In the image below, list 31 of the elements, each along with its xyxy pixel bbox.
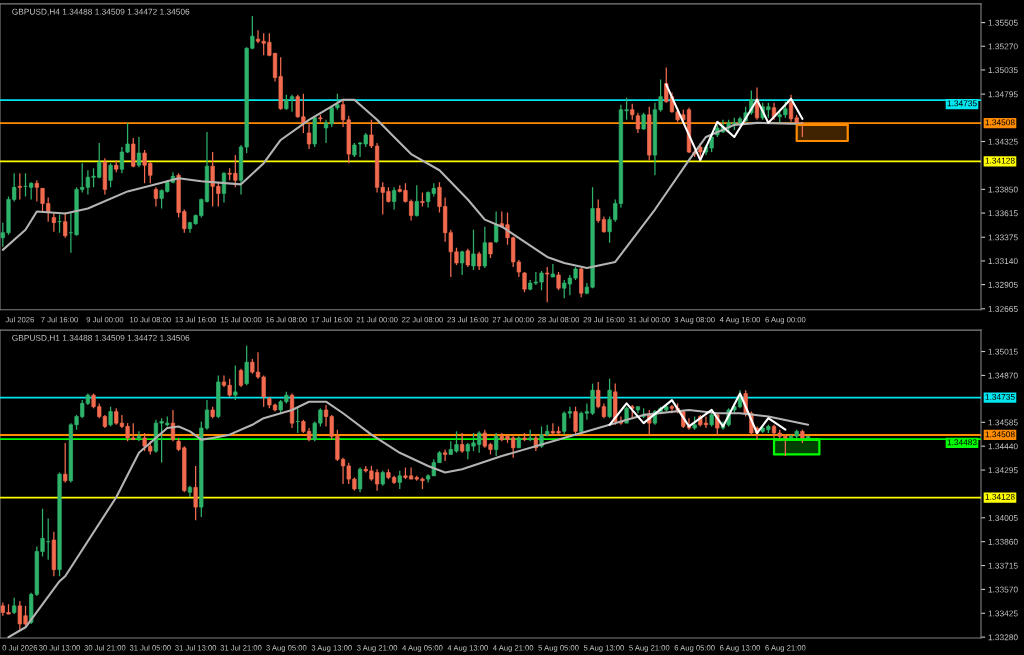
y-tick-label: 1.33615	[988, 210, 1018, 217]
y-tick-label: 1.34440	[988, 443, 1018, 450]
y-tick-label: 1.34585	[988, 419, 1018, 426]
y-tick-label: 1.35270	[988, 43, 1018, 50]
y-tick-label: 1.35015	[988, 348, 1018, 355]
y-tick-label: 1.33850	[988, 186, 1018, 193]
ref-line-label: 1.34735	[947, 100, 977, 107]
y-tick-label: 1.33860	[988, 538, 1018, 545]
ref-line-label: 1.34508	[985, 431, 1015, 438]
y-tick-label: 1.33375	[988, 234, 1018, 241]
ref-line-label: 1.34735	[985, 393, 1015, 400]
ref-line-label: 1.34508	[985, 119, 1015, 126]
y-tick-label: 1.33140	[988, 258, 1018, 265]
y-tick-label: 1.34325	[988, 138, 1018, 145]
ref-line-label: 1.34128	[985, 493, 1015, 500]
y-tick-label: 1.34295	[988, 467, 1018, 474]
y-tick-label: 1.34005	[988, 514, 1018, 521]
y-tick-label: 1.32905	[988, 281, 1018, 288]
y-tick-label: 1.33715	[988, 562, 1018, 569]
ref-line-label: 1.34483	[947, 439, 977, 446]
y-tick-label: 1.35505	[988, 19, 1018, 26]
y-tick-label: 1.33280	[988, 634, 1018, 641]
y-tick-label: 1.34795	[988, 91, 1018, 98]
y-tick-label: 1.33570	[988, 586, 1018, 593]
y-tick-label: 1.33425	[988, 610, 1018, 617]
ref-line-label: 1.34128	[985, 157, 1015, 164]
y-tick-label: 1.34870	[988, 372, 1018, 379]
chart-title: GBPUSD,H1 1.34488 1.34509 1.34472 1.34506	[12, 334, 190, 342]
y-tick-label: 1.32665	[988, 306, 1018, 312]
chart-title: GBPUSD,H4 1.34488 1.34509 1.34472 1.34506	[12, 8, 190, 16]
y-tick-label: 1.35035	[988, 67, 1018, 74]
